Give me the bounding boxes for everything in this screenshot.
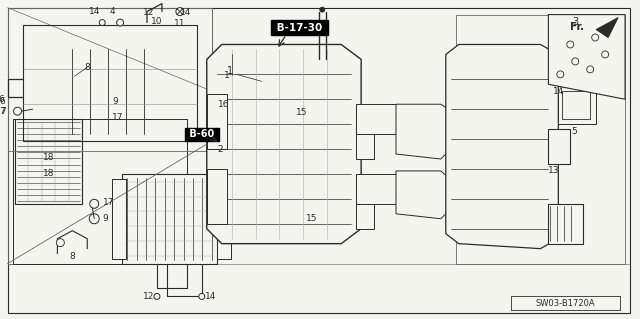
Bar xyxy=(511,296,620,310)
Bar xyxy=(396,171,441,199)
Text: 18: 18 xyxy=(43,152,54,161)
Text: B-17-30: B-17-30 xyxy=(273,23,326,33)
Circle shape xyxy=(293,215,300,222)
Text: 17: 17 xyxy=(113,113,124,122)
Circle shape xyxy=(99,19,105,26)
Text: 17: 17 xyxy=(103,198,115,207)
Bar xyxy=(112,179,126,259)
Text: 9: 9 xyxy=(102,214,108,223)
Text: 14: 14 xyxy=(88,7,100,16)
Text: 6: 6 xyxy=(0,97,6,106)
Text: 12: 12 xyxy=(143,292,154,301)
Bar xyxy=(122,174,217,263)
Circle shape xyxy=(320,7,324,12)
Circle shape xyxy=(602,51,609,58)
Circle shape xyxy=(572,58,579,65)
Polygon shape xyxy=(446,44,558,249)
Text: 7: 7 xyxy=(0,107,6,116)
Text: 15: 15 xyxy=(296,108,307,117)
Text: 14: 14 xyxy=(553,87,564,96)
Text: 8: 8 xyxy=(70,252,75,261)
Bar xyxy=(558,86,596,124)
Bar xyxy=(207,169,227,224)
Text: 5: 5 xyxy=(572,127,577,136)
Text: 2: 2 xyxy=(217,145,223,153)
Circle shape xyxy=(199,293,205,300)
Text: 18: 18 xyxy=(43,169,54,178)
Polygon shape xyxy=(548,15,625,99)
Bar xyxy=(13,119,187,263)
Text: 7: 7 xyxy=(0,107,4,116)
Circle shape xyxy=(567,41,574,48)
Text: B-60: B-60 xyxy=(186,129,218,139)
Text: 8: 8 xyxy=(84,63,90,72)
Polygon shape xyxy=(596,18,618,38)
Polygon shape xyxy=(396,104,456,159)
Text: 11: 11 xyxy=(174,19,186,28)
Circle shape xyxy=(176,8,184,16)
Circle shape xyxy=(208,100,216,108)
Bar xyxy=(356,174,396,204)
Text: 14: 14 xyxy=(180,8,191,17)
Circle shape xyxy=(592,34,598,41)
Circle shape xyxy=(89,214,99,224)
Bar xyxy=(207,94,227,149)
Text: 9: 9 xyxy=(112,97,118,106)
Bar xyxy=(356,179,374,229)
Circle shape xyxy=(56,239,65,247)
Text: SW03-B1720A: SW03-B1720A xyxy=(536,299,595,308)
Circle shape xyxy=(13,107,22,115)
Bar xyxy=(548,204,583,244)
Circle shape xyxy=(587,66,594,73)
Bar xyxy=(563,91,590,119)
Bar xyxy=(548,129,570,164)
Text: 1: 1 xyxy=(227,66,233,76)
Text: 14: 14 xyxy=(205,292,216,301)
Circle shape xyxy=(116,19,124,26)
Polygon shape xyxy=(396,171,456,219)
Text: 6: 6 xyxy=(0,95,4,104)
Bar xyxy=(15,119,83,204)
Bar xyxy=(396,116,441,144)
Bar xyxy=(356,104,396,134)
Text: 12: 12 xyxy=(143,8,154,17)
Text: 4: 4 xyxy=(109,7,115,16)
Text: 3: 3 xyxy=(572,17,579,26)
Circle shape xyxy=(557,71,564,78)
Text: Fr.: Fr. xyxy=(570,22,584,32)
Text: 13: 13 xyxy=(548,167,560,175)
Polygon shape xyxy=(207,44,361,244)
Text: 10: 10 xyxy=(151,17,163,26)
Bar xyxy=(217,179,230,259)
Bar xyxy=(356,109,374,159)
Text: 16: 16 xyxy=(218,100,230,109)
Text: 1: 1 xyxy=(224,71,230,80)
Circle shape xyxy=(90,199,99,208)
Text: 15: 15 xyxy=(307,214,318,223)
Circle shape xyxy=(154,293,160,300)
